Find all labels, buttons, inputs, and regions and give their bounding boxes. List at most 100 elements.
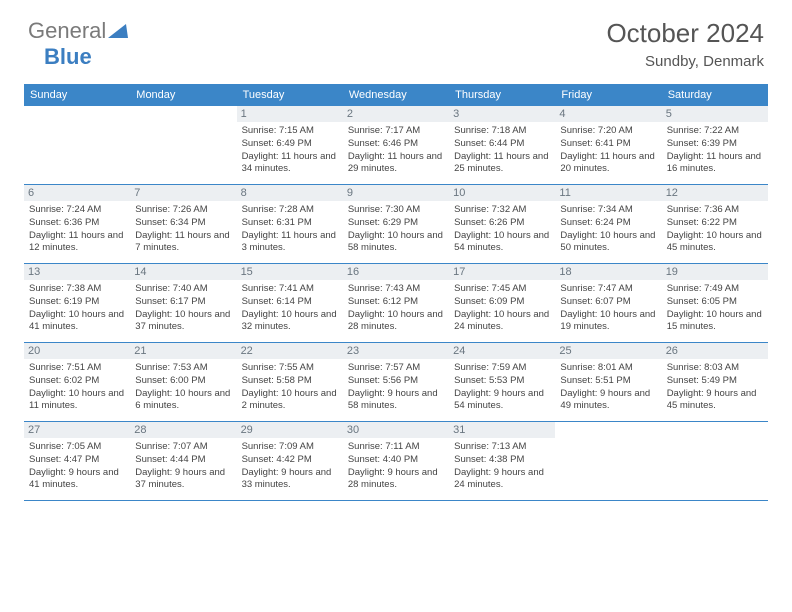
calendar-day-cell: 15Sunrise: 7:41 AMSunset: 6:14 PMDayligh… (237, 264, 343, 342)
day-info: Sunrise: 7:13 AMSunset: 4:38 PMDaylight:… (454, 441, 550, 492)
calendar: Sunday Monday Tuesday Wednesday Thursday… (24, 84, 768, 501)
calendar-day-cell: 28 Sunrise: 7:07 AMSunset: 4:44 PMDayligh… (130, 422, 236, 500)
calendar-day-cell: 16 Sunrise: 7:43 AMSunset: 6:12 PMDayligh… (343, 264, 449, 342)
calendar-week-row: 13 Sunrise: 7:38 AMSunset: 6:19 PMDayligh… (24, 264, 768, 343)
day-info: Sunrise: 8:01 AMSunset: 5:51 PMDaylight:… (560, 362, 656, 413)
calendar-day-cell: 3 Sunrise: 7:18 AMSunset: 6:44 PMDaylight… (449, 106, 555, 184)
day-info: Sunrise: 7:32 AMSunset: 6:26 PMDaylight:… (454, 204, 550, 255)
calendar-day-cell: 27 Sunrise: 7:05 AMSunset: 4:47 PMDayligh… (24, 422, 130, 500)
calendar-day-cell: 13 Sunrise: 7:38 AMSunset: 6:19 PMDayligh… (24, 264, 130, 342)
day-number: 10 (449, 185, 555, 201)
day-number: 18 (555, 264, 661, 280)
day-info: Sunrise: 7:41 AMSunset: 6:14 PMDaylight:… (242, 283, 338, 334)
weekday-header: Tuesday (237, 84, 343, 106)
day-number: 25 (555, 343, 661, 359)
day-number: 21 (130, 343, 236, 359)
day-number: 16 (343, 264, 449, 280)
calendar-day-cell: 29 Sunrise: 7:09 AMSunset: 4:42 PMDayligh… (237, 422, 343, 500)
calendar-day-cell: 14 Sunrise: 7:40 AMSunset: 6:17 PMDayligh… (130, 264, 236, 342)
day-info: Sunrise: 7:22 AMSunset: 6:39 PMDaylight:… (667, 125, 763, 176)
calendar-day-cell: 18 Sunrise: 7:47 AMSunset: 6:07 PMDayligh… (555, 264, 661, 342)
day-number: 26 (662, 343, 768, 359)
day-number: 24 (449, 343, 555, 359)
day-info: Sunrise: 7:47 AMSunset: 6:07 PMDaylight:… (560, 283, 656, 334)
day-number: 9 (343, 185, 449, 201)
day-info: Sunrise: 7:57 AMSunset: 5:56 PMDaylight:… (348, 362, 444, 413)
day-number: 29 (237, 422, 343, 438)
day-info: Sunrise: 7:49 AMSunset: 6:05 PMDaylight:… (667, 283, 763, 334)
title-block: October 2024 Sundby, Denmark (606, 18, 764, 70)
calendar-day-cell: 7 Sunrise: 7:26 AMSunset: 6:34 PMDaylight… (130, 185, 236, 263)
day-number: 5 (662, 106, 768, 122)
calendar-day-cell: 17Sunrise: 7:45 AMSunset: 6:09 PMDayligh… (449, 264, 555, 342)
brand-word-2: Blue (44, 44, 92, 70)
day-info: Sunrise: 7:38 AMSunset: 6:19 PMDaylight:… (29, 283, 125, 334)
calendar-day-cell: 10 Sunrise: 7:32 AMSunset: 6:26 PMDayligh… (449, 185, 555, 263)
day-number: 2 (343, 106, 449, 122)
day-info: Sunrise: 7:11 AMSunset: 4:40 PMDaylight:… (348, 441, 444, 492)
calendar-day-cell: 25 Sunrise: 8:01 AMSunset: 5:51 PMDayligh… (555, 343, 661, 421)
weekday-header: Wednesday (343, 84, 449, 106)
day-info: Sunrise: 7:20 AMSunset: 6:41 PMDaylight:… (560, 125, 656, 176)
day-number: 28 (130, 422, 236, 438)
day-number: 4 (555, 106, 661, 122)
calendar-day-cell: 11Sunrise: 7:34 AMSunset: 6:24 PMDayligh… (555, 185, 661, 263)
brand-word-1: General (28, 18, 106, 44)
calendar-day-cell: 2 Sunrise: 7:17 AMSunset: 6:46 PMDaylight… (343, 106, 449, 184)
day-number: 31 (449, 422, 555, 438)
day-info: Sunrise: 7:40 AMSunset: 6:17 PMDaylight:… (135, 283, 231, 334)
day-number: 13 (24, 264, 130, 280)
day-number: 7 (130, 185, 236, 201)
brand-logo: General (28, 18, 128, 44)
weekday-header-row: Sunday Monday Tuesday Wednesday Thursday… (24, 84, 768, 106)
calendar-day-cell (555, 422, 661, 500)
month-title: October 2024 (606, 18, 764, 49)
calendar-day-cell: 12Sunrise: 7:36 AMSunset: 6:22 PMDayligh… (662, 185, 768, 263)
day-number: 22 (237, 343, 343, 359)
day-info: Sunrise: 7:30 AMSunset: 6:29 PMDaylight:… (348, 204, 444, 255)
calendar-day-cell: 6 Sunrise: 7:24 AMSunset: 6:36 PMDaylight… (24, 185, 130, 263)
day-info: Sunrise: 7:15 AMSunset: 6:49 PMDaylight:… (242, 125, 338, 176)
day-number: 14 (130, 264, 236, 280)
location-label: Sundby, Denmark (606, 53, 764, 70)
day-number: 20 (24, 343, 130, 359)
day-number: 12 (662, 185, 768, 201)
day-number: 6 (24, 185, 130, 201)
day-info: Sunrise: 7:59 AMSunset: 5:53 PMDaylight:… (454, 362, 550, 413)
calendar-day-cell: 26Sunrise: 8:03 AMSunset: 5:49 PMDayligh… (662, 343, 768, 421)
page-header: General October 2024 Sundby, Denmark (0, 0, 792, 78)
calendar-week-row: 1 Sunrise: 7:15 AMSunset: 6:49 PMDaylight… (24, 106, 768, 185)
weeks-container: 1 Sunrise: 7:15 AMSunset: 6:49 PMDaylight… (24, 106, 768, 501)
day-number: 27 (24, 422, 130, 438)
calendar-day-cell: 31 Sunrise: 7:13 AMSunset: 4:38 PMDayligh… (449, 422, 555, 500)
day-number: 3 (449, 106, 555, 122)
day-info: Sunrise: 7:17 AMSunset: 6:46 PMDaylight:… (348, 125, 444, 176)
day-info: Sunrise: 7:09 AMSunset: 4:42 PMDaylight:… (242, 441, 338, 492)
day-info: Sunrise: 7:55 AMSunset: 5:58 PMDaylight:… (242, 362, 338, 413)
day-info: Sunrise: 7:05 AMSunset: 4:47 PMDaylight:… (29, 441, 125, 492)
day-number: 8 (237, 185, 343, 201)
calendar-day-cell: 5 Sunrise: 7:22 AMSunset: 6:39 PMDaylight… (662, 106, 768, 184)
day-number: 19 (662, 264, 768, 280)
day-info: Sunrise: 7:26 AMSunset: 6:34 PMDaylight:… (135, 204, 231, 255)
day-info: Sunrise: 7:51 AMSunset: 6:02 PMDaylight:… (29, 362, 125, 413)
weekday-header: Thursday (449, 84, 555, 106)
weekday-header: Monday (130, 84, 236, 106)
day-info: Sunrise: 7:18 AMSunset: 6:44 PMDaylight:… (454, 125, 550, 176)
weekday-header: Saturday (662, 84, 768, 106)
day-number: 23 (343, 343, 449, 359)
day-info: Sunrise: 7:24 AMSunset: 6:36 PMDaylight:… (29, 204, 125, 255)
calendar-week-row: 27 Sunrise: 7:05 AMSunset: 4:47 PMDayligh… (24, 422, 768, 501)
day-info: Sunrise: 7:43 AMSunset: 6:12 PMDaylight:… (348, 283, 444, 334)
calendar-day-cell: 4 Sunrise: 7:20 AMSunset: 6:41 PMDaylight… (555, 106, 661, 184)
calendar-week-row: 20 Sunrise: 7:51 AMSunset: 6:02 PMDayligh… (24, 343, 768, 422)
calendar-day-cell: 24 Sunrise: 7:59 AMSunset: 5:53 PMDayligh… (449, 343, 555, 421)
calendar-day-cell (662, 422, 768, 500)
calendar-day-cell: 9 Sunrise: 7:30 AMSunset: 6:29 PMDaylight… (343, 185, 449, 263)
calendar-day-cell: 23 Sunrise: 7:57 AMSunset: 5:56 PMDayligh… (343, 343, 449, 421)
calendar-week-row: 6 Sunrise: 7:24 AMSunset: 6:36 PMDaylight… (24, 185, 768, 264)
day-info: Sunrise: 7:07 AMSunset: 4:44 PMDaylight:… (135, 441, 231, 492)
day-info: Sunrise: 7:28 AMSunset: 6:31 PMDaylight:… (242, 204, 338, 255)
weekday-header: Sunday (24, 84, 130, 106)
day-number: 1 (237, 106, 343, 122)
